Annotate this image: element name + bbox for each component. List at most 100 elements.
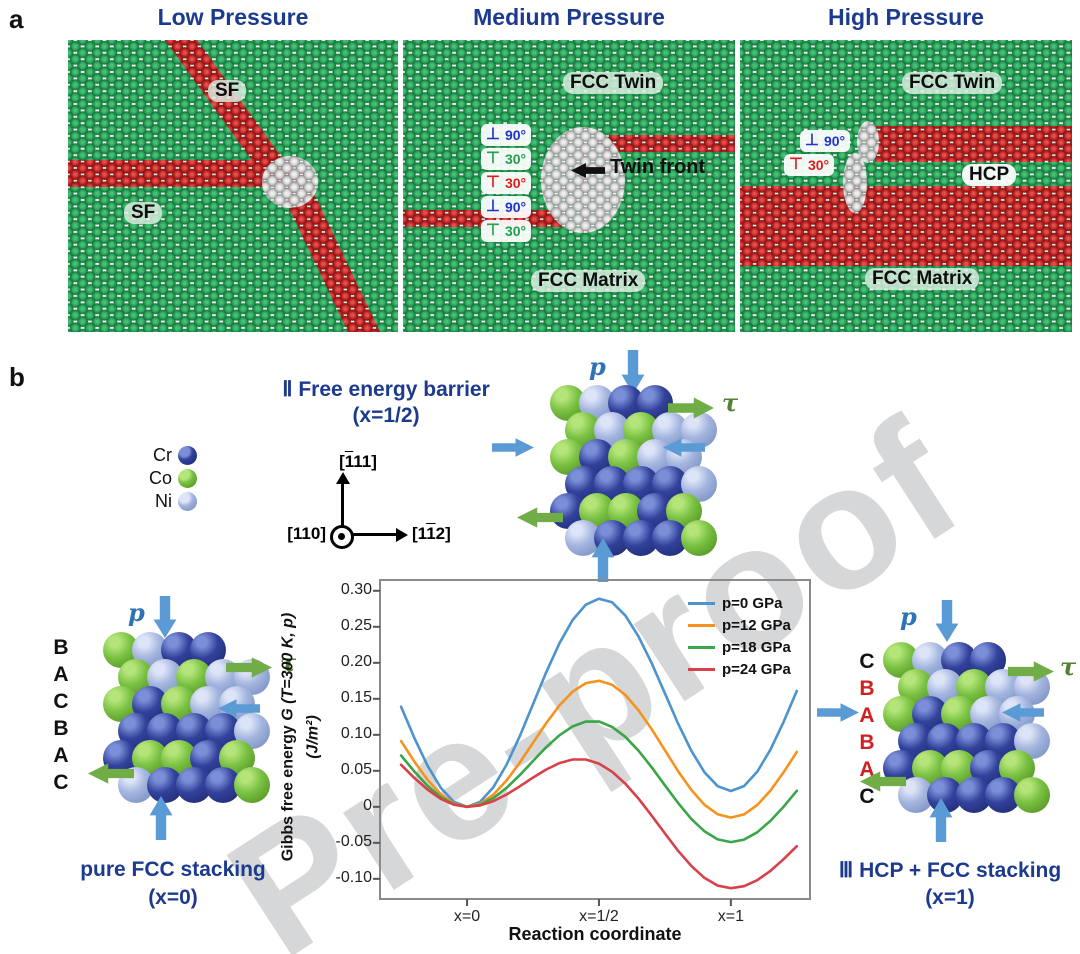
dislocation-angle: 30° — [504, 175, 527, 191]
dislocation-angle: 30° — [504, 151, 527, 167]
x-tick-label: x=0 — [453, 908, 481, 925]
shear-label: τ — [1060, 652, 1077, 681]
dislocation-legend: ⊥ 90° ⊤ 30° — [784, 130, 851, 178]
stacking-letter: A — [53, 744, 69, 767]
dislocation-angle: 90° — [504, 199, 527, 215]
fcc-twin-label: FCC Twin — [902, 72, 1003, 94]
legend-label: p=18 GPa — [722, 638, 791, 656]
co-label: Co — [148, 468, 172, 488]
sf-label-upper: SF — [208, 80, 247, 102]
axis-out-of-plane-dot — [338, 533, 345, 540]
y-tick-label: 0.10 — [340, 724, 372, 742]
legend-entry: p=18 GPa — [688, 636, 791, 658]
fcc-matrix-label: FCC Matrix — [865, 268, 980, 290]
stacking-letter: C — [859, 785, 875, 808]
y-tick-label: 0.25 — [340, 616, 372, 634]
medium-pressure-title: Medium Pressure — [473, 4, 665, 30]
legend-line-swatch — [688, 667, 715, 671]
pressure-arrow-down-icon — [935, 600, 959, 642]
state-ii-title: Ⅱ Free energy barrier — [282, 378, 490, 401]
state-i-subtitle: (x=0) — [148, 886, 198, 909]
atom-cluster-i — [103, 632, 270, 803]
legend-row-ni: Ni — [138, 490, 197, 513]
axis-label-110: [110] — [287, 524, 326, 543]
axis-arrowhead-up-icon — [336, 472, 350, 484]
hcp-label: HCP — [962, 164, 1017, 186]
legend-entry: p=0 GPa — [688, 592, 791, 614]
dislocation-symbol: ⊥ — [486, 126, 500, 143]
co-atom-icon — [178, 469, 197, 488]
stacking-letter: A — [859, 704, 875, 727]
stacking-letter: C — [53, 771, 69, 794]
y-tick-label: -0.05 — [335, 832, 372, 850]
panel-b-label: b — [9, 362, 25, 392]
legend-label: p=0 GPa — [722, 594, 783, 612]
chart-legend: p=0 GPa p=12 GPa p=18 GPa p=24 GPa — [688, 592, 791, 680]
element-legend: Cr Co Ni — [138, 444, 197, 513]
ni-label: Ni — [155, 491, 172, 511]
dislocation-symbol: ⊤ — [486, 150, 500, 167]
y-tick-label: 0.15 — [340, 688, 372, 706]
twin-front-atoms — [541, 127, 625, 233]
stacking-letter: C — [859, 650, 875, 673]
shear-label: τ — [280, 648, 297, 677]
legend-line-swatch — [688, 645, 715, 649]
dislocation-symbol: ⊤ — [486, 174, 500, 191]
compression-arrow-right-icon — [817, 703, 859, 722]
dislocation-angle: 90° — [823, 133, 846, 149]
co-atom — [681, 520, 717, 556]
low-pressure-title: Low Pressure — [157, 4, 309, 30]
y-tick-label: 0 — [363, 796, 372, 814]
fcc-matrix-label: FCC Matrix — [531, 270, 646, 292]
dislocation-symbol: ⊤ — [486, 222, 500, 239]
atom-cluster-ii — [550, 385, 717, 556]
dislocation-angle: 90° — [504, 127, 527, 143]
y-tick-label: -0.10 — [335, 868, 372, 886]
axis-line-horizontal — [352, 533, 398, 536]
dislocation-symbol: ⊥ — [805, 132, 819, 149]
twin-boundary-upper — [598, 135, 735, 152]
high-pressure-panel: FCC Twin ⊥ 90° ⊤ 30° HCP FCC Matrix — [740, 40, 1072, 332]
pressure-label: p — [128, 598, 145, 627]
low-pressure-panel: SF SF — [68, 40, 398, 332]
co-atom — [234, 767, 270, 803]
stacking-letter: B — [859, 731, 875, 754]
y-tick-label: 0.05 — [340, 760, 372, 778]
partial-dislocation-atoms-lower — [843, 153, 867, 213]
co-atom — [1014, 777, 1050, 813]
twin-front-label: Twin front — [610, 156, 706, 178]
legend-row-cr: Cr — [138, 444, 197, 467]
axis-label-112: [112] — [412, 524, 451, 543]
legend-entry: p=24 GPa — [688, 658, 791, 680]
stacking-fault-band-horizontal — [68, 160, 282, 187]
legend-entry: p=12 GPa — [688, 614, 791, 636]
compression-arrow-right-icon — [492, 438, 534, 457]
state-i-title: pure FCC stacking — [80, 858, 266, 881]
legend-row-co: Co — [138, 467, 197, 490]
partial-dislocation-atoms — [262, 156, 318, 208]
dislocation-symbol: ⊥ — [486, 198, 500, 215]
stacking-letter: B — [53, 717, 69, 740]
dislocation-symbol: ⊤ — [789, 156, 803, 173]
ni-atom-icon — [178, 492, 197, 511]
gibbs-energy-chart — [373, 579, 811, 906]
medium-pressure-panel: FCC Twin ⊥ 90° ⊤ 30° ⊤ 30° ⊥ 90° ⊤ 30° Twin front… — [403, 40, 735, 332]
legend-label: p=24 GPa — [722, 660, 791, 678]
stacking-letter: B — [859, 677, 875, 700]
pressure-arrow-up-icon — [149, 796, 173, 840]
cr-atom-icon — [178, 446, 197, 465]
legend-line-swatch — [688, 601, 715, 605]
cr-label: Cr — [153, 445, 172, 465]
shear-label: τ — [722, 388, 739, 417]
panel-a-label: a — [9, 4, 24, 34]
state-iii-title: Ⅲ HCP + FCC stacking — [838, 859, 1062, 882]
legend-line-swatch — [688, 623, 715, 627]
legend-label: p=12 GPa — [722, 616, 791, 634]
y-tick-label: 0.20 — [340, 652, 372, 670]
stacking-letter: C — [53, 690, 69, 713]
dislocation-angle: 30° — [807, 157, 830, 173]
axis-arrowhead-right-icon — [396, 528, 408, 542]
